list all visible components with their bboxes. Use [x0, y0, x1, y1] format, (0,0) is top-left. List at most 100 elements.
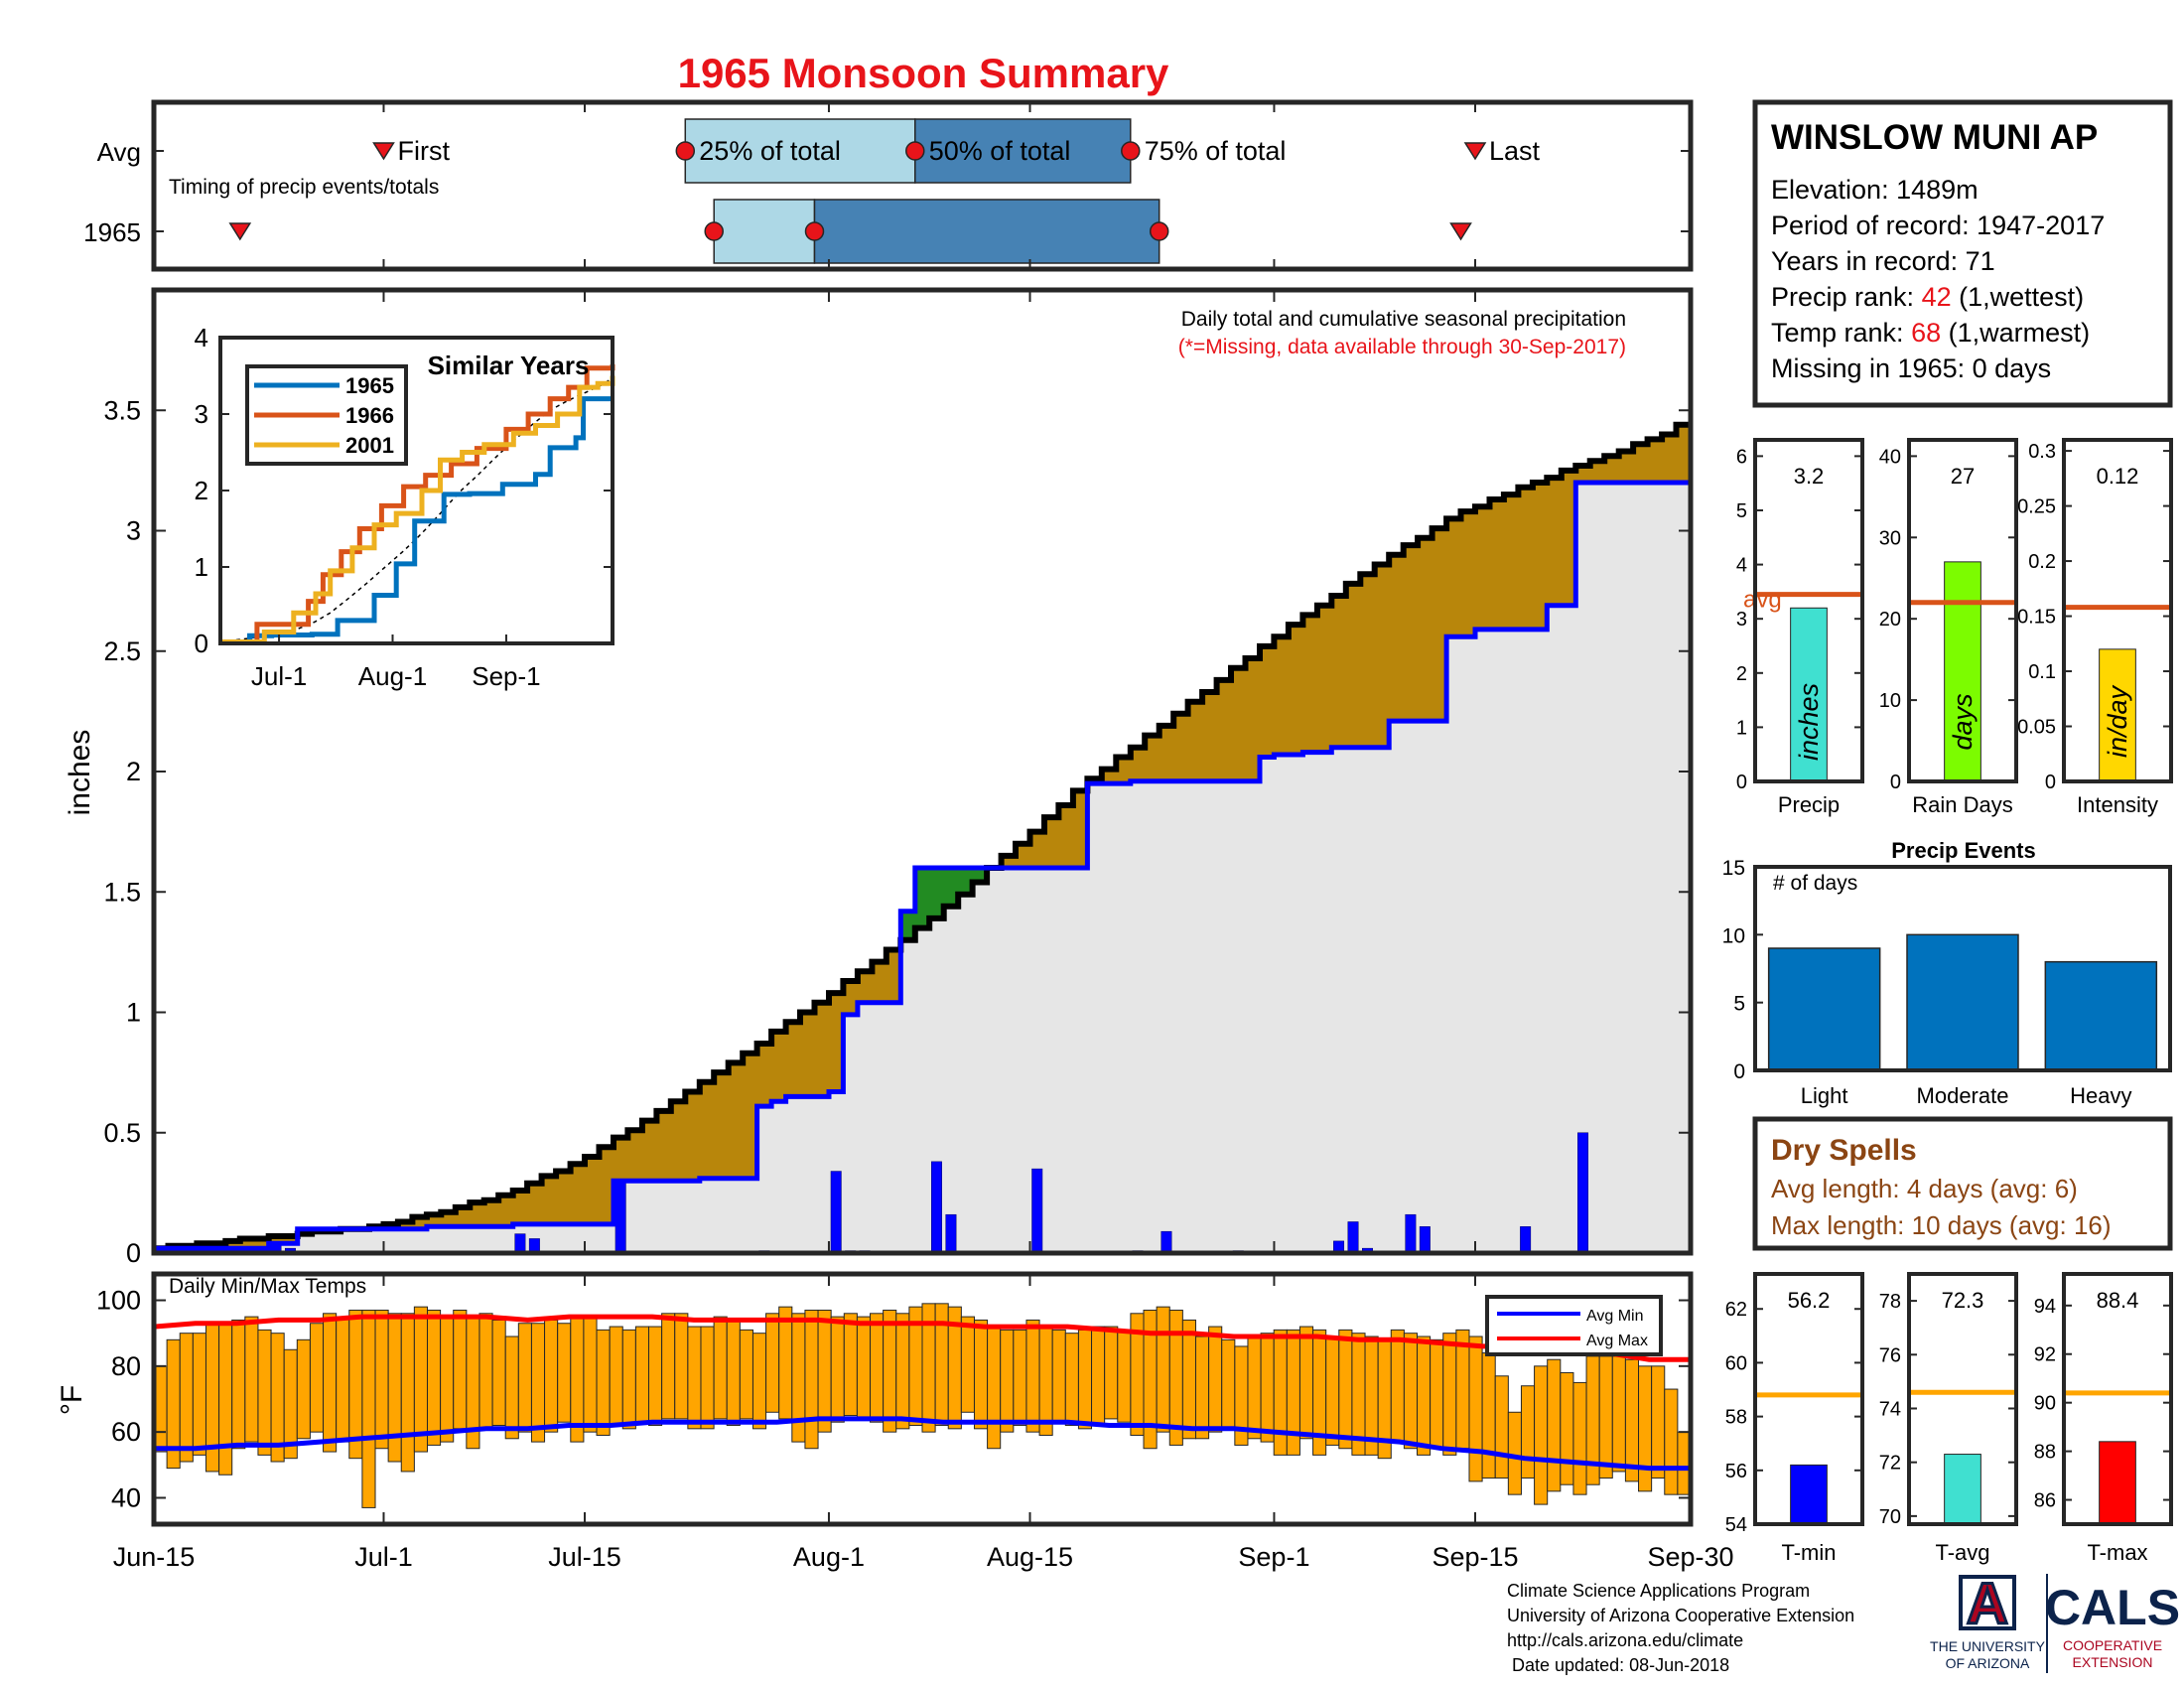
date-axis-label: Jul-1 — [354, 1542, 413, 1572]
temp-range-bar — [192, 1333, 206, 1456]
summary-ytick-label: 78 — [1879, 1291, 1901, 1313]
summary-ytick-label: 56 — [1725, 1461, 1747, 1482]
inset-ytick-label: 2 — [195, 476, 208, 505]
summary-panel-frame — [1753, 1272, 1864, 1526]
temp-range-bar — [1664, 1388, 1679, 1495]
summary-ytick-label: 0 — [2045, 772, 2056, 793]
legend-label-1965: 1965 — [345, 373, 394, 398]
summary-bar-t-avg — [1944, 1454, 1981, 1525]
temp-range-bar — [621, 1329, 636, 1430]
temp-range-bar — [583, 1316, 598, 1433]
summary-value-label: 88.4 — [2097, 1288, 2139, 1313]
avg-min-line — [154, 1416, 1691, 1472]
summary-panel-frame — [2062, 438, 2173, 783]
temp-range-bar — [1651, 1365, 1666, 1479]
cumulative-ytick-label: 2 — [126, 757, 141, 786]
temp-range-bar — [231, 1319, 246, 1450]
temp-range-bar — [1156, 1306, 1170, 1433]
summary-panel-label: Intensity — [2077, 792, 2158, 817]
temp-range-bar — [1624, 1358, 1640, 1482]
temp-range-bar — [1442, 1333, 1457, 1456]
temperature-plot: 40 60 80 100 Jun-15 Jul-1 Jul-15 Aug-1 Aug-15 Sep… — [96, 1274, 1734, 1572]
precip-rank-suffix: (1,wettest) — [1952, 282, 2085, 312]
summary-ytick-label: 90 — [2034, 1393, 2056, 1415]
summary-ytick-label: 62 — [1725, 1299, 1747, 1321]
summary-ytick-label: 0.05 — [2017, 717, 2056, 739]
daily-precip-bar — [614, 1181, 626, 1254]
temperature-label: Daily Min/Max Temps — [169, 1275, 366, 1298]
temp-rank-suffix: (1,warmest) — [1941, 318, 2090, 348]
daily-precip-bar — [1031, 1168, 1043, 1254]
temp-range-bar — [1520, 1385, 1536, 1479]
similar-years-plot: 0 1 2 3 4 Jul-1 Aug-1 Sep-1 — [195, 323, 615, 691]
ua-logo-letter: A — [1967, 1572, 2008, 1636]
temp-range-bar — [1298, 1326, 1314, 1440]
temp-range-bar — [1507, 1411, 1522, 1495]
summary-value-label: 72.3 — [1942, 1288, 1984, 1313]
cumulative-missing-note: (*=Missing, data available through 30-Se… — [1178, 336, 1626, 358]
precip-summary-bars: avg 3.2 0 1 2 3 4 5 6 inches Precip 27 0 10 20 30 40 days… — [1736, 438, 2173, 817]
temp-range-bar — [726, 1319, 741, 1427]
figure-title: 1965 Monsoon Summary — [678, 50, 1169, 96]
temp-range-bar — [348, 1309, 363, 1460]
temp-range-bar — [1091, 1326, 1106, 1427]
temp-range-bar — [491, 1319, 506, 1427]
temp-range-bar — [778, 1306, 793, 1420]
temp-range-bar — [1077, 1329, 1093, 1430]
temp-range-bar — [530, 1323, 546, 1443]
inset-ytick-label: 4 — [195, 323, 208, 352]
daily-precip-bar — [1520, 1226, 1532, 1254]
summary-ytick-label: 2 — [1736, 663, 1747, 685]
station-years: Years in record: 71 — [1771, 246, 1995, 276]
date-axis-label: Jul-15 — [548, 1542, 621, 1572]
temp-range-bar — [361, 1309, 376, 1508]
events-ytick-label: 15 — [1722, 857, 1745, 880]
temp-range-bar — [244, 1316, 259, 1443]
cumulative-note: Daily total and cumulative seasonal prec… — [1181, 308, 1626, 331]
temp-ytick-label: 40 — [111, 1482, 141, 1512]
daily-precip-bar — [830, 1171, 842, 1254]
temp-range-bar — [1611, 1355, 1626, 1473]
summary-ytick-label: 54 — [1725, 1514, 1747, 1536]
cumulative-ytick-label: 0.5 — [103, 1118, 141, 1148]
temp-range-bar — [1181, 1319, 1196, 1440]
legend-avg-max: Avg Max — [1586, 1333, 1648, 1349]
timing-triangle-first — [372, 142, 395, 161]
university-logo: A THE UNIVERSITY OF ARIZONA CALS COOPERA… — [1930, 1571, 2180, 1673]
temp-range-bar — [634, 1326, 650, 1423]
summary-panel-frame — [1753, 438, 1864, 783]
summary-ytick-label: 0.15 — [2017, 607, 2056, 629]
temp-range-bar — [1208, 1326, 1223, 1433]
daily-precip-bar — [1577, 1132, 1588, 1254]
timing-panel: Avg 1965 Timing of precip events/totals … — [83, 99, 1694, 272]
summary-panel-frame — [1907, 1272, 2018, 1526]
legend-avg-min: Avg Min — [1586, 1308, 1644, 1325]
timing-marker-q50 — [804, 221, 825, 241]
summary-ytick-label: 76 — [1879, 1344, 1901, 1366]
precip-events-frame — [1753, 865, 2172, 1072]
cumulative-plot: 0 0.5 1 1.5 2 2.5 3 3.5 — [103, 290, 1691, 1268]
summary-bar-intensity — [2099, 648, 2136, 782]
credits: Climate Science Applications Program Uni… — [1507, 1581, 1854, 1675]
temp-range-bar — [739, 1329, 753, 1420]
summary-ytick-label: 40 — [1879, 446, 1901, 468]
temp-range-bar — [1547, 1358, 1562, 1492]
cals-logo-text: CALS — [2045, 1580, 2180, 1635]
temp-range-bar — [1025, 1319, 1040, 1433]
temperature-panel: 40 60 80 100 Jun-15 Jul-1 Jul-15 Aug-1 Aug-15 Sep… — [56, 1271, 1734, 1572]
precip-rank-value: 42 — [1922, 282, 1952, 312]
summary-unit-label: in/day — [2103, 684, 2132, 758]
event-category-label: Heavy — [2070, 1083, 2131, 1108]
temp-range-bar — [895, 1313, 910, 1430]
summary-ytick-label: 58 — [1725, 1407, 1747, 1429]
summary-ytick-label: 6 — [1736, 446, 1747, 468]
summary-ytick-label: 0.25 — [2017, 496, 2056, 518]
precip-events-title: Precip Events — [1891, 838, 2036, 863]
temp-range-bar — [400, 1313, 415, 1473]
summary-ytick-label: 0.1 — [2028, 661, 2056, 683]
temp-range-bar — [1430, 1338, 1444, 1450]
temp-range-bar — [1338, 1329, 1353, 1450]
timing-triangle-last — [1449, 222, 1472, 241]
temp-range-bar — [1117, 1329, 1132, 1423]
